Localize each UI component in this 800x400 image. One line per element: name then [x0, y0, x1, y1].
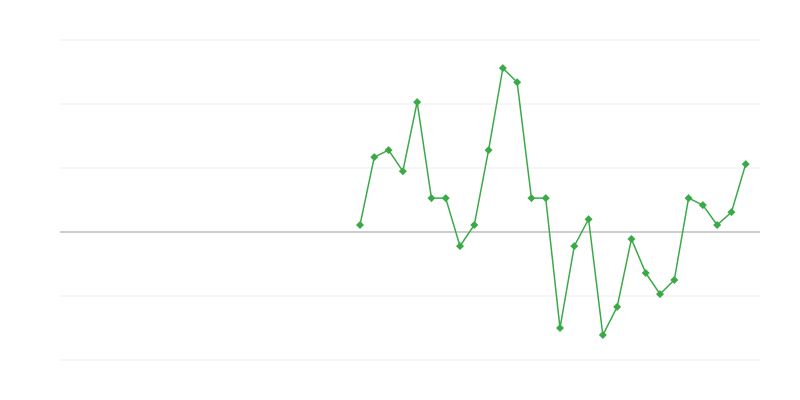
marker: [584, 215, 593, 224]
marker: [570, 242, 579, 251]
line: [359, 66, 747, 338]
marker: [484, 146, 493, 155]
marker: [527, 194, 536, 203]
marker: [370, 153, 379, 162]
marker: [456, 242, 464, 251]
marker: [613, 302, 622, 311]
marker: [727, 208, 736, 217]
marker: [498, 64, 507, 73]
marker: [441, 194, 450, 203]
marker: [670, 276, 679, 284]
marker: [413, 98, 422, 107]
marker: [741, 160, 750, 169]
marker: [656, 290, 664, 299]
marker: [641, 268, 650, 277]
marker: [384, 146, 393, 155]
marker: [398, 167, 407, 176]
marker: [556, 324, 564, 332]
marker: [627, 235, 636, 244]
marker: [356, 220, 364, 229]
marker: [684, 194, 693, 203]
marker: [541, 194, 550, 203]
marker: [427, 194, 436, 203]
marker: [598, 331, 607, 340]
marker: [698, 201, 707, 210]
marker: [513, 78, 522, 87]
marker: [470, 220, 479, 229]
marker: [713, 220, 722, 229]
